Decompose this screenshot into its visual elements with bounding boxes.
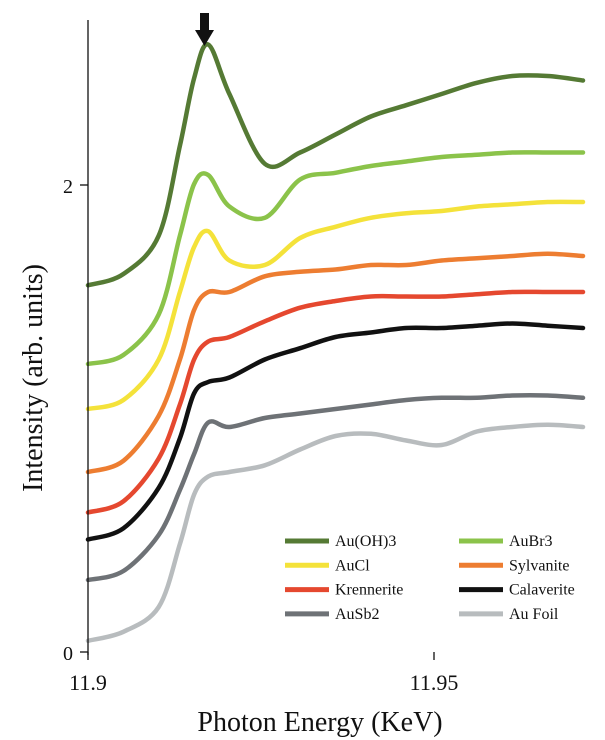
series-lines (85, 42, 586, 644)
y-axis-label: Intensity (arb. units) (18, 264, 49, 492)
series-line-krennerite (85, 289, 586, 515)
legend: Au(OH)3 AuBr3 AuCl Sylvanite Krennerite Calav… (285, 533, 575, 623)
legend-label: Calaverite (509, 582, 575, 599)
legend-label: Sylvanite (509, 557, 569, 574)
series-line-au-foil (85, 422, 586, 644)
x-tick-label-11.95: 11.95 (410, 670, 459, 695)
series-line-sylvanite (85, 251, 586, 475)
series-line-calaverite (85, 321, 586, 542)
series-line-aubr3 (85, 150, 586, 367)
series-line-ausb2 (85, 392, 586, 583)
series-line-aucl (85, 199, 586, 412)
series-line-au-oh-3 (85, 42, 586, 288)
legend-label: AuBr3 (509, 533, 553, 550)
edge-arrow (195, 13, 214, 46)
x-tick-label-11.9: 11.9 (69, 670, 107, 695)
legend-label: Au Foil (509, 606, 559, 623)
y-tick-label-0: 0 (63, 643, 73, 665)
x-axis-label: Photon Energy (KeV) (197, 707, 442, 738)
legend-label: Au(OH)3 (335, 533, 396, 550)
legend-label: Krennerite (335, 582, 403, 599)
legend-label: AuSb2 (335, 606, 379, 623)
legend-label: AuCl (335, 557, 370, 574)
y-tick-label-2: 2 (63, 176, 73, 198)
